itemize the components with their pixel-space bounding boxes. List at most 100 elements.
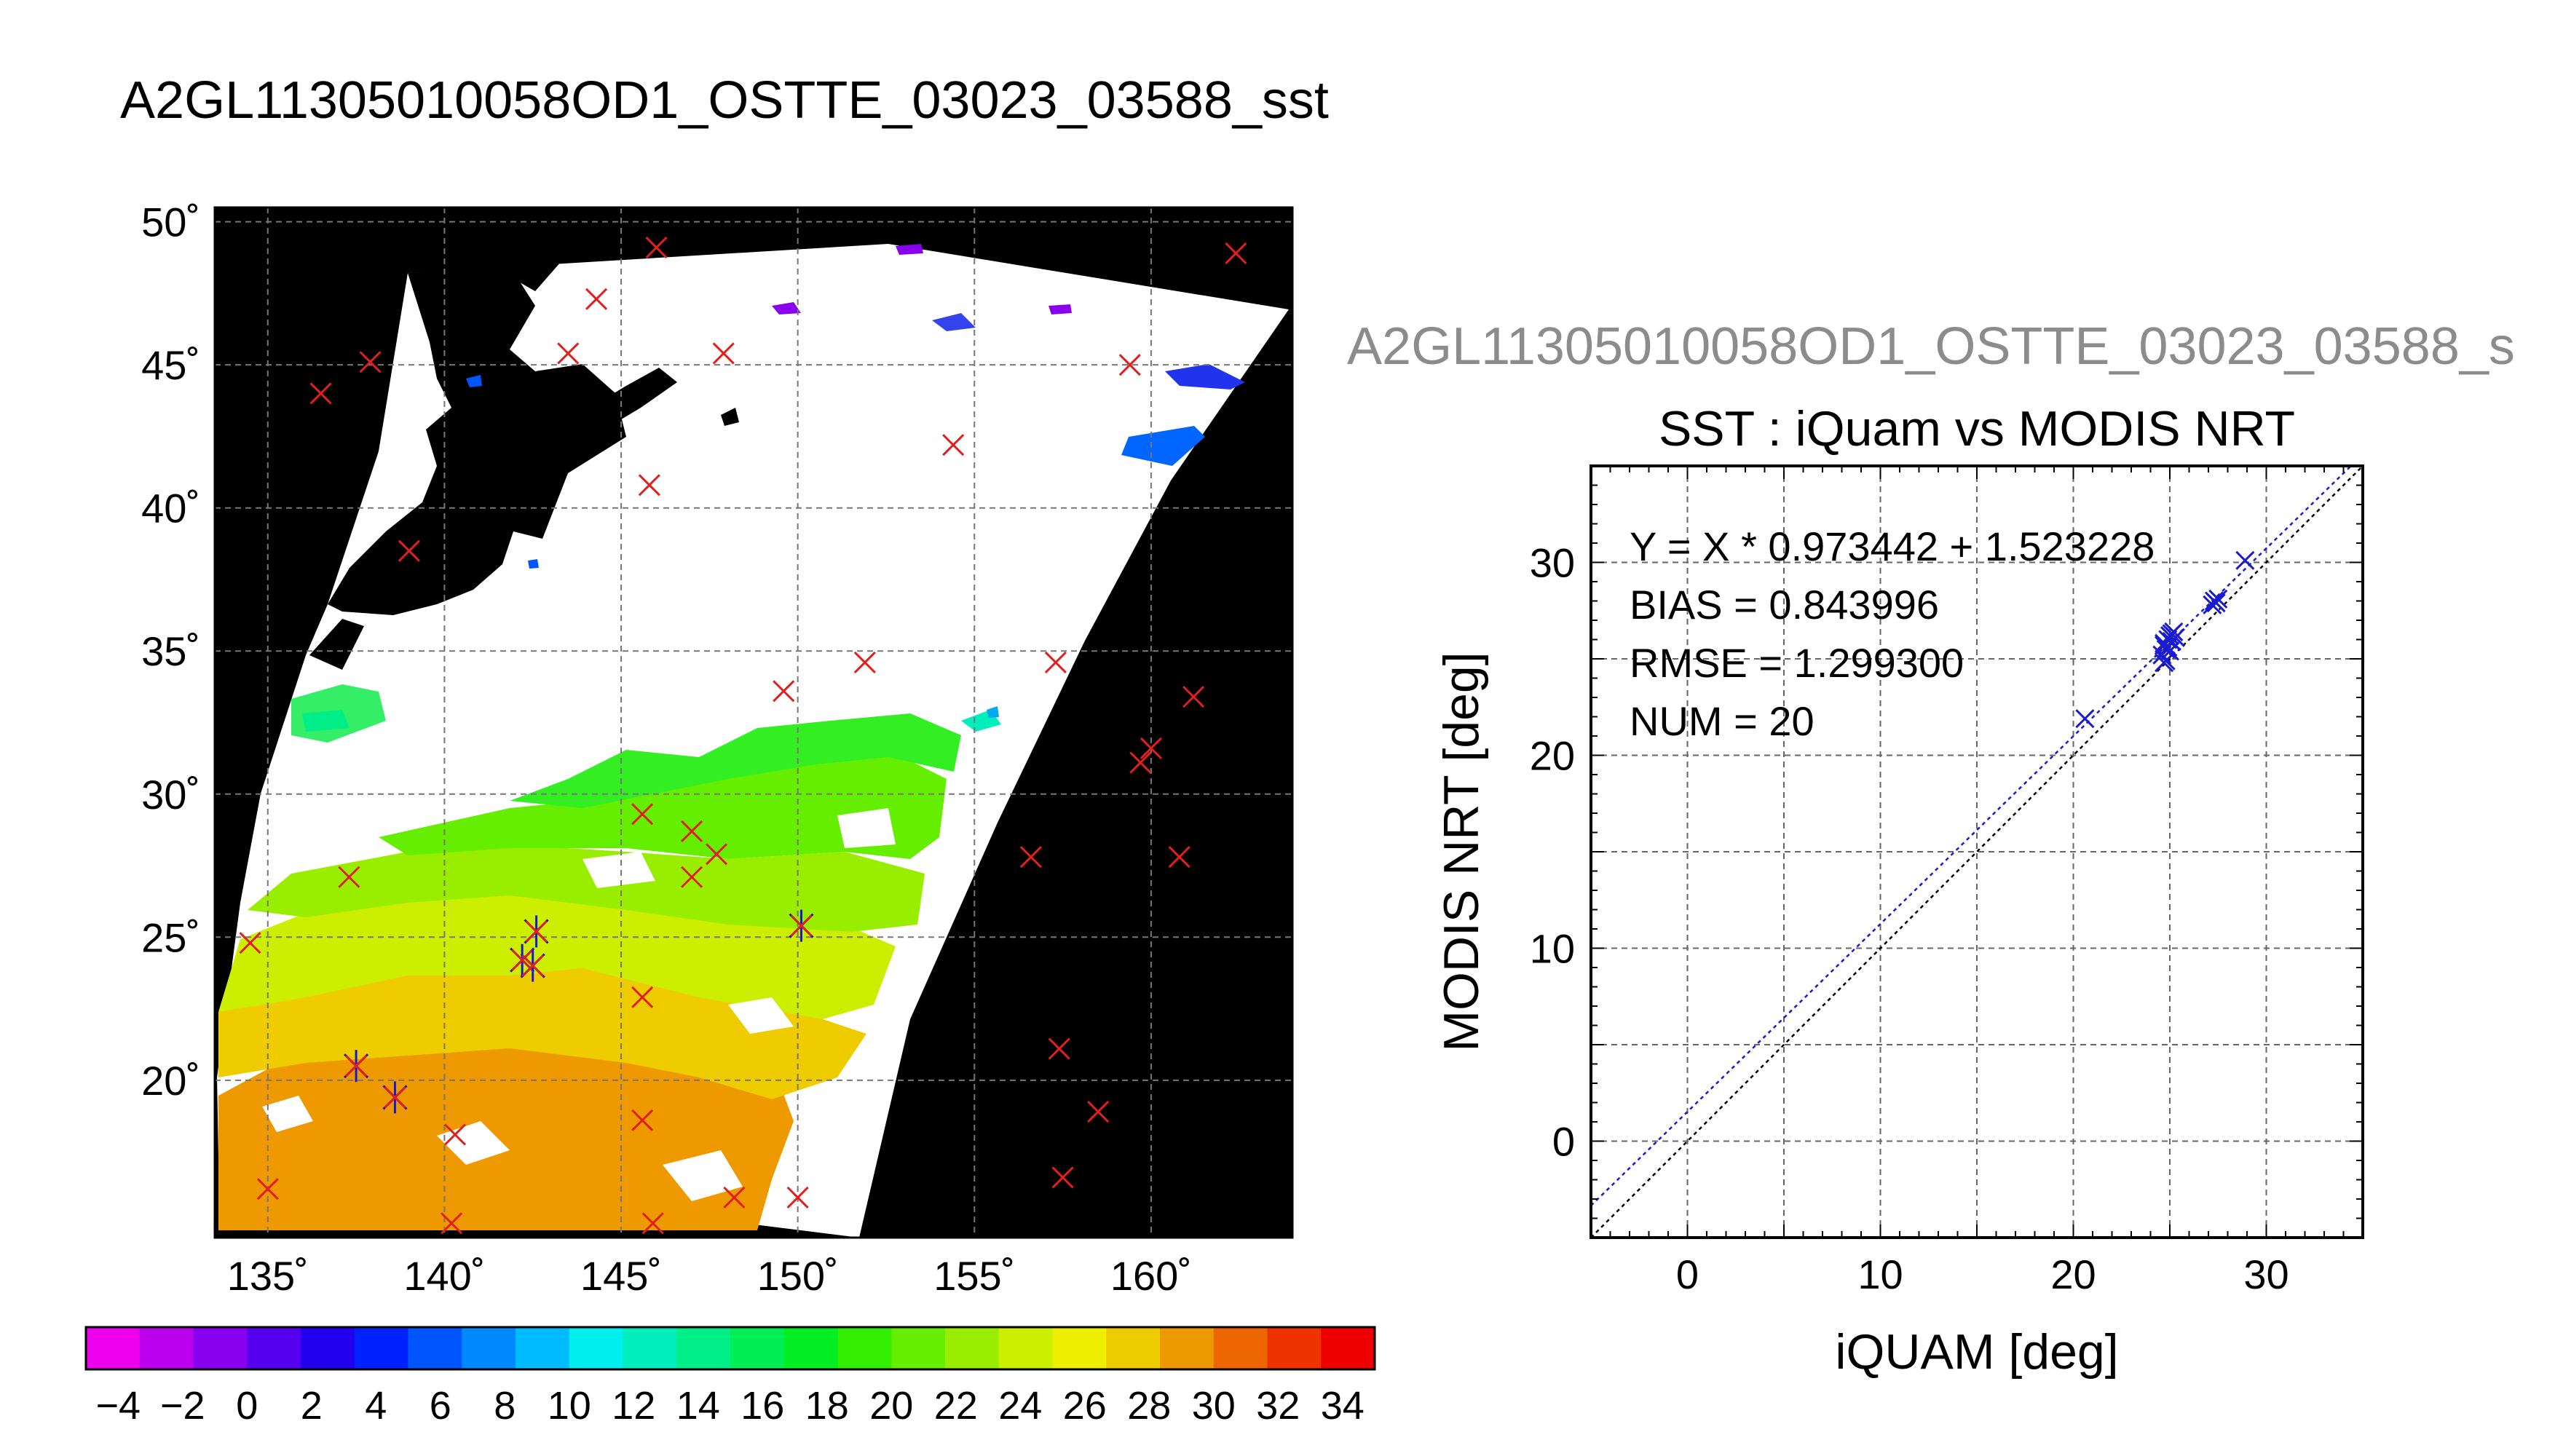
iquam-marker (359, 351, 382, 373)
lon-tick-label: 145˚ (580, 1253, 662, 1299)
colorbar-cell (783, 1327, 838, 1369)
colorbar-tick-label: −4 (95, 1384, 141, 1428)
colorbar-cell (408, 1327, 462, 1369)
y-tick-label: 30 (1530, 540, 1575, 586)
colorbar-cell (569, 1327, 623, 1369)
iquam-marker (645, 236, 668, 259)
colorbar-tick-label: 6 (430, 1384, 451, 1428)
scatter-tick-labels: 0 10 20 30 0 10 20 30 (1530, 540, 2289, 1298)
scatter-point (2154, 636, 2174, 655)
colorbar-cell (193, 1327, 248, 1369)
sst-map-panel: 135˚ 140˚ 145˚ 150˚ 155˚ 160˚ 20˚ 25˚ 30˚ 35˚ 40˚ 4… (141, 199, 1294, 1299)
colorbar-tick-label: −2 (160, 1384, 205, 1428)
map-frame (213, 206, 1294, 1239)
scatter-point (2075, 709, 2095, 729)
colorbar-cell (462, 1327, 516, 1369)
iquam-marker (631, 803, 654, 826)
x-tick-label: 10 (1857, 1251, 1903, 1297)
scatter-grid (1591, 466, 2363, 1238)
y-tick-label: 20 (1530, 733, 1575, 779)
lat-tick-label: 45˚ (141, 342, 200, 388)
colorbar-tick-label: 20 (869, 1384, 913, 1428)
stat-fit-equation: Y = X * 0.973442 + 1.523228 (1630, 523, 2155, 569)
sst-cold-patches (466, 244, 1245, 569)
iquam-markers (239, 236, 1247, 1235)
iquam-marker (1129, 751, 1152, 774)
y-tick-label: 10 (1530, 926, 1575, 972)
scatter-point (2156, 651, 2176, 670)
colorbar-cell (354, 1327, 408, 1369)
iquam-marker (631, 1109, 654, 1131)
colorbar-cell (623, 1327, 677, 1369)
colorbar-cell (837, 1327, 892, 1369)
iquam-marker (681, 866, 703, 888)
colorbar-cell (139, 1327, 194, 1369)
iquam-marker (1087, 1100, 1110, 1123)
colorbar-cell (1321, 1327, 1375, 1369)
x-tick-label: 20 (2050, 1251, 2096, 1297)
colorbar-frame (84, 1326, 1376, 1371)
colorbar-tick-label: 22 (934, 1384, 978, 1428)
colorbar-cell (891, 1327, 946, 1369)
iquam-marker (681, 820, 703, 842)
scatter-panel: SST : iQuam vs MODIS NRT 0 10 20 300102030 … (1434, 401, 2364, 1380)
colorbar-cell (1267, 1327, 1322, 1369)
colorbar-tick-label: 0 (236, 1384, 258, 1428)
iquam-marker (1051, 1166, 1074, 1189)
colorbar-tick-label: 8 (494, 1384, 516, 1428)
map-graticule (215, 207, 1292, 1238)
iquam-marker (786, 1186, 809, 1209)
colorbar-cells (86, 1327, 1375, 1369)
stats-box: Y = X * 0.973442 + 1.523228 BIAS = 0.843… (1630, 523, 2155, 744)
scatter-minor-ticks (1591, 466, 2363, 1238)
y-tick-label: 0 (1552, 1119, 1575, 1165)
iquam-marker (853, 651, 876, 674)
regression-line (1591, 466, 2353, 1207)
iquam-marker (1140, 737, 1162, 759)
map-tick-labels: 135˚ 140˚ 145˚ 150˚ 155˚ 160˚ 20˚ 25˚ 30˚ 35˚ 40˚ 4… (141, 199, 1192, 1299)
lat-tick-label: 40˚ (141, 486, 200, 531)
main-title: A2GL11305010058OD1_OSTTE_03023_03588_sst (120, 71, 1329, 130)
colorbar-tick-label: 32 (1256, 1384, 1300, 1428)
iquam-marker (1225, 242, 1247, 264)
iquam-marker (338, 866, 360, 888)
colorbar-tick-label: 30 (1192, 1384, 1236, 1428)
iquam-marker (1044, 651, 1067, 674)
matched-marker (382, 1081, 408, 1114)
iquam-marker (557, 342, 580, 365)
iquam-marker (441, 1212, 463, 1235)
colorbar-cell (1160, 1327, 1215, 1369)
lon-tick-label: 135˚ (227, 1253, 309, 1299)
iquam-marker (309, 382, 332, 405)
colorbar-tick-label: 18 (805, 1384, 849, 1428)
iquam-marker (723, 1186, 746, 1209)
x-tick-label: 30 (2243, 1251, 2289, 1297)
matched-markers (344, 909, 814, 1114)
iquam-marker (443, 1123, 467, 1146)
colorbar-tick-label: 10 (548, 1384, 591, 1428)
colorbar-tick-label: 16 (741, 1384, 784, 1428)
y-axis-label: MODIS NRT [deg] (1434, 652, 1489, 1051)
iquam-marker (1182, 686, 1205, 708)
stat-bias: BIAS = 0.843996 (1630, 582, 1939, 628)
lat-tick-label: 50˚ (141, 199, 200, 245)
iquam-marker (585, 288, 608, 310)
iquam-marker (1168, 846, 1190, 869)
scatter-point (2206, 593, 2226, 613)
colorbar-cell (676, 1327, 731, 1369)
colorbar-cell (1106, 1327, 1161, 1369)
iquam-marker (256, 1178, 279, 1200)
lat-tick-label: 35˚ (141, 628, 200, 674)
matched-marker (789, 909, 814, 942)
colorbar-tick-label: 24 (998, 1384, 1042, 1428)
matched-marker (520, 949, 545, 982)
colorbar-tick-label: 14 (676, 1384, 720, 1428)
x-tick-label: 0 (1676, 1251, 1699, 1297)
stat-num: NUM = 20 (1630, 698, 1814, 744)
lon-tick-label: 150˚ (757, 1253, 839, 1299)
iquam-marker (1019, 846, 1042, 869)
lat-tick-label: 25˚ (141, 914, 200, 960)
scatter-point (2235, 550, 2255, 570)
colorbar-cell (516, 1327, 570, 1369)
